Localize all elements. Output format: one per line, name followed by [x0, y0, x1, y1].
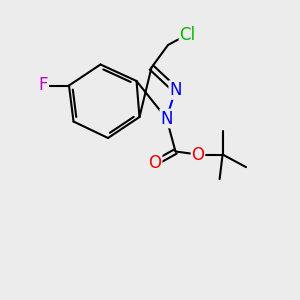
Text: O: O [191, 146, 205, 164]
Text: N: N [160, 110, 173, 128]
Text: N: N [169, 81, 182, 99]
Text: O: O [148, 154, 162, 172]
Text: F: F [39, 76, 48, 94]
Text: Cl: Cl [179, 26, 196, 44]
